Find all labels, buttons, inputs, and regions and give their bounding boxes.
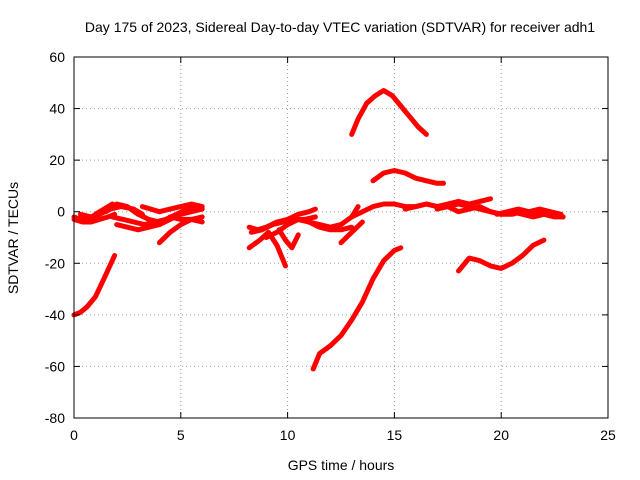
series-line-arc-12 (246, 229, 288, 269)
series-line-arc-3 (71, 211, 118, 225)
chart-title: Day 175 of 2023, Sidereal Day-to-day VTE… (85, 19, 595, 35)
series-line-arc-6 (109, 204, 201, 228)
axis-ticks: 0 5 10 15 20 25 -80 -60 -40 -20 0 20 40 60 (45, 49, 616, 443)
x-tick-label: 0 (70, 427, 78, 443)
x-tick-label: 5 (177, 427, 185, 443)
x-tick-label: 20 (493, 427, 509, 443)
x-tick-label: 15 (387, 427, 403, 443)
series-line-arc-17 (310, 245, 404, 372)
series-line-arc-10 (167, 214, 205, 225)
data-series (71, 88, 566, 372)
y-tick-label: -60 (45, 358, 65, 374)
y-tick-label: -40 (45, 307, 65, 323)
series-line-arc-22 (402, 196, 493, 212)
x-tick-label: 10 (280, 427, 296, 443)
series-line-arc-1 (71, 253, 118, 318)
y-axis-label: SDTVAR / TECUs (5, 182, 21, 294)
x-tick-label: 25 (600, 427, 616, 443)
series-line-arc-20 (349, 88, 429, 137)
series-line-arc-21 (370, 168, 446, 186)
y-tick-label: -20 (45, 255, 65, 271)
x-axis-label: GPS time / hours (288, 457, 395, 473)
series-line-arc-8 (139, 201, 205, 215)
grid-lines (74, 57, 608, 418)
series-line-arc-25 (494, 206, 564, 217)
y-tick-label: 0 (57, 204, 65, 220)
plot-frame (73, 56, 609, 419)
series-line-arc-18 (338, 219, 365, 246)
y-tick-label: 60 (49, 49, 65, 65)
series-line-arc-7 (114, 206, 205, 233)
y-tick-label: -80 (45, 410, 65, 426)
series-line-arc-26 (509, 209, 566, 220)
y-tick-label: 20 (49, 152, 65, 168)
series-line-arc-15 (276, 227, 301, 251)
y-tick-label: 40 (49, 101, 65, 117)
series-line-arc-24 (456, 237, 547, 274)
